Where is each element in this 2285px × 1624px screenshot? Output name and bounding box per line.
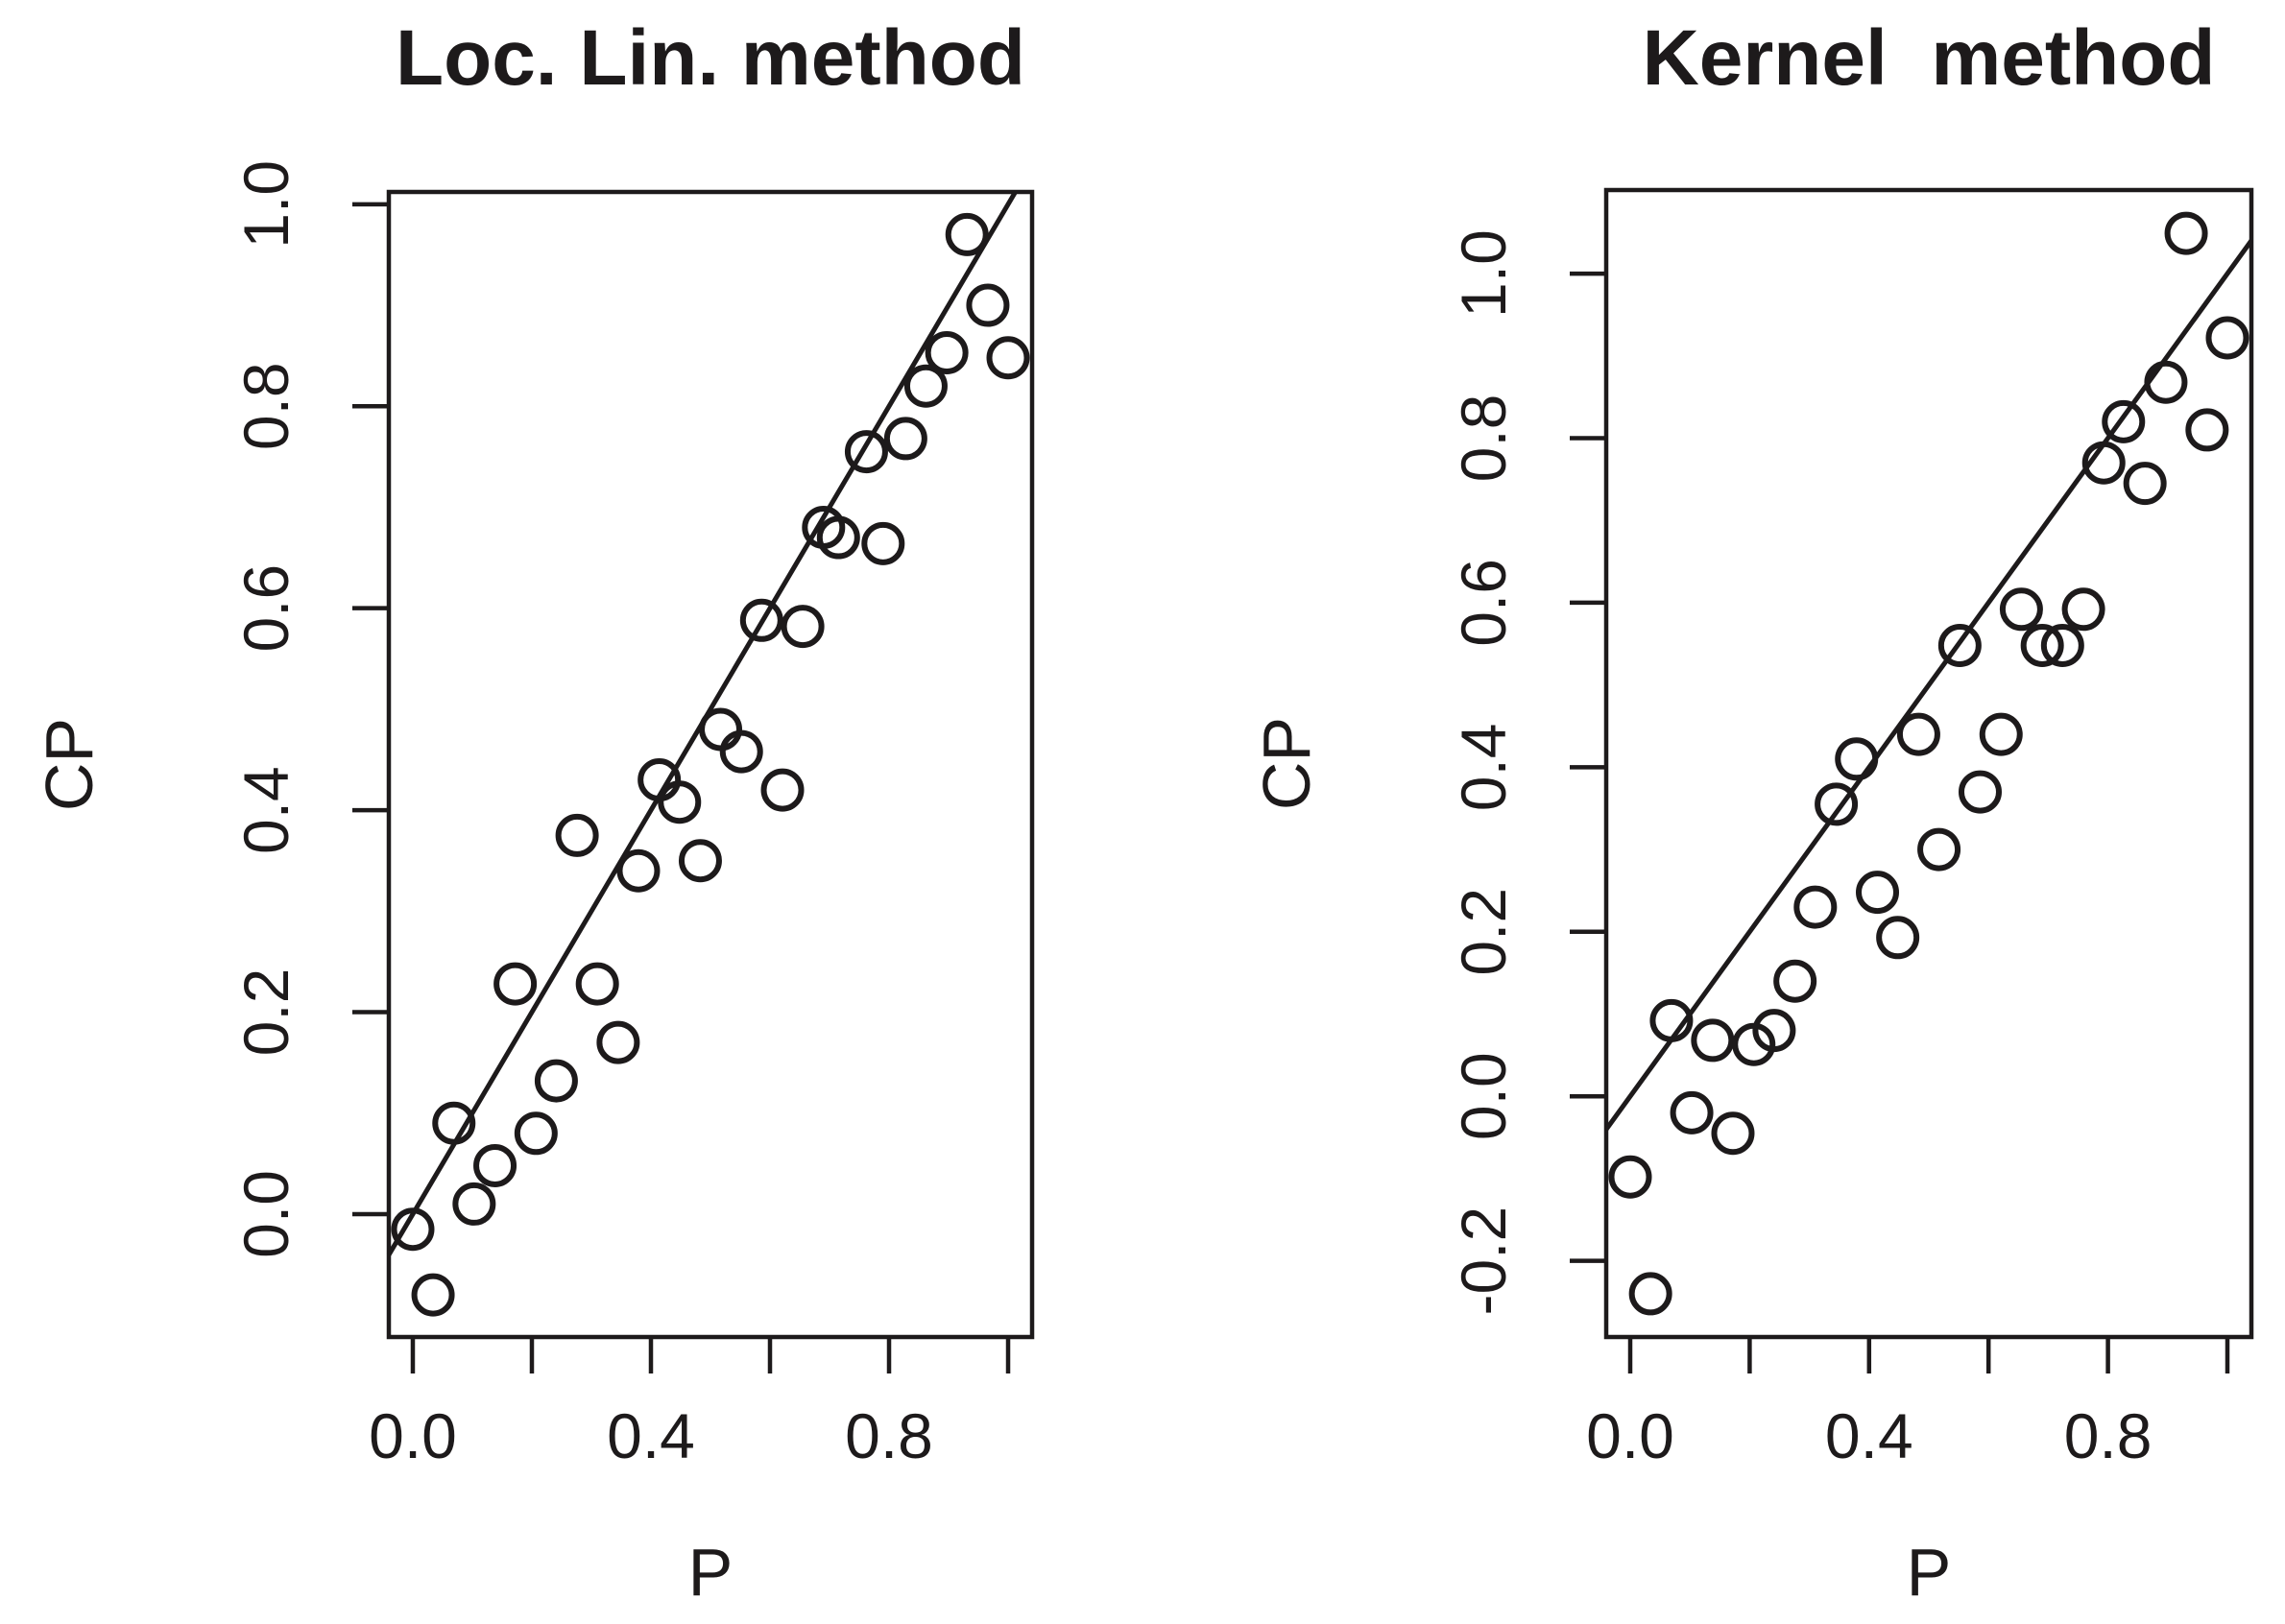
data-point: [1958, 770, 2002, 814]
data-point: [2164, 211, 2208, 255]
data-point: [1979, 712, 2023, 756]
data-point: [2123, 462, 2167, 506]
data-point: [473, 1143, 517, 1187]
y-tick-label: 0.6: [230, 564, 301, 653]
data-point: [1649, 998, 1694, 1042]
data-point: [781, 605, 825, 649]
data-point: [1835, 737, 1879, 781]
y-tick-label: 0.8: [1448, 394, 1519, 483]
data-point: [1937, 624, 1982, 668]
x-tick-label: 0.8: [845, 1400, 933, 1471]
y-tick-label: 0.4: [1448, 723, 1519, 811]
data-point: [966, 283, 1010, 327]
data-point: [2040, 624, 2084, 668]
x-axis-label: P: [1907, 1535, 1952, 1610]
data-point: [411, 1273, 455, 1317]
data-point: [861, 521, 905, 565]
data-point: [1711, 1111, 1755, 1156]
data-point: [1917, 827, 1961, 872]
x-tick-label: 0.0: [1586, 1400, 1674, 1471]
x-tick-label: 0.4: [1825, 1400, 1913, 1471]
data-point: [596, 1020, 640, 1064]
data-point: [432, 1101, 476, 1145]
data-point: [816, 515, 860, 560]
data-point: [1999, 587, 2043, 632]
y-tick-label: 1.0: [1448, 229, 1519, 318]
data-point: [2185, 408, 2229, 452]
y-tick-label: 0.2: [230, 968, 301, 1057]
y-tick-label: 1.0: [230, 160, 301, 249]
y-axis-label: CP: [1249, 717, 1324, 810]
data-point: [844, 430, 888, 474]
identity-reference-line: [1603, 239, 2254, 1132]
data-point: [658, 780, 702, 824]
data-point: [1815, 782, 1859, 826]
data-point: [925, 330, 969, 374]
data-point: [514, 1111, 558, 1156]
data-point: [2061, 587, 2105, 632]
data-point: [2020, 624, 2064, 668]
panel-loc-lin-method: 0.0 0.4 0.8 0.0 0.2 0.4 0.6 0.8 1.0 Loc. Lin. met…: [32, 14, 1035, 1610]
data-point: [534, 1059, 578, 1103]
data-point: [555, 813, 599, 857]
data-point: [699, 707, 743, 752]
data-point: [739, 598, 783, 642]
data-point: [2081, 441, 2126, 485]
y-axis-label: CP: [32, 718, 107, 811]
panel-kernel-method: 0.0 0.4 0.8 -0.2 0.0 0.2 0.4 0.6 0.8 1.0 Kernel me…: [1249, 14, 2254, 1610]
x-tick-label: 0.4: [607, 1400, 695, 1471]
panel-title: Kernel method: [1643, 14, 2216, 102]
plot-box: [386, 189, 1035, 1340]
y-tick-label: 0.4: [230, 766, 301, 854]
plot-box: [1603, 187, 2254, 1340]
data-point: [1793, 885, 1838, 929]
y-tick-label: 0.6: [1448, 559, 1519, 647]
x-tick-label: 0.8: [2064, 1400, 2153, 1471]
data-point: [883, 417, 927, 461]
data-point: [719, 729, 763, 774]
data-point: [760, 768, 805, 812]
data-point: [986, 336, 1030, 380]
data-point: [1628, 1272, 1672, 1316]
y-tick-label: 0.0: [1448, 1052, 1519, 1140]
data-point: [2205, 316, 2249, 360]
x-tick-label: 0.0: [369, 1400, 457, 1471]
y-tick-label: 0.0: [230, 1170, 301, 1258]
data-point: [678, 839, 722, 883]
data-point: [1896, 712, 1940, 756]
data-point: [2102, 399, 2146, 443]
data-point: [1691, 1018, 1735, 1063]
data-point: [1773, 959, 1817, 1003]
data-point: [493, 962, 538, 1006]
data-point: [616, 848, 661, 893]
data-point: [1856, 871, 1900, 915]
panel-title: Loc. Lin. method: [396, 14, 1025, 102]
data-point: [945, 212, 989, 256]
y-tick-label: 0.2: [1448, 888, 1519, 976]
y-tick-label: -0.2: [1448, 1206, 1519, 1316]
data-point: [452, 1182, 496, 1226]
x-axis-label: P: [688, 1535, 734, 1610]
data-point: [903, 364, 948, 408]
data-point: [1752, 1009, 1796, 1053]
data-point: [1608, 1155, 1652, 1199]
data-point: [1876, 916, 1920, 960]
data-point: [391, 1207, 435, 1252]
y-tick-label: 0.8: [230, 362, 301, 450]
data-point: [575, 962, 619, 1006]
data-point: [1670, 1090, 1714, 1134]
data-point: [2144, 360, 2188, 404]
